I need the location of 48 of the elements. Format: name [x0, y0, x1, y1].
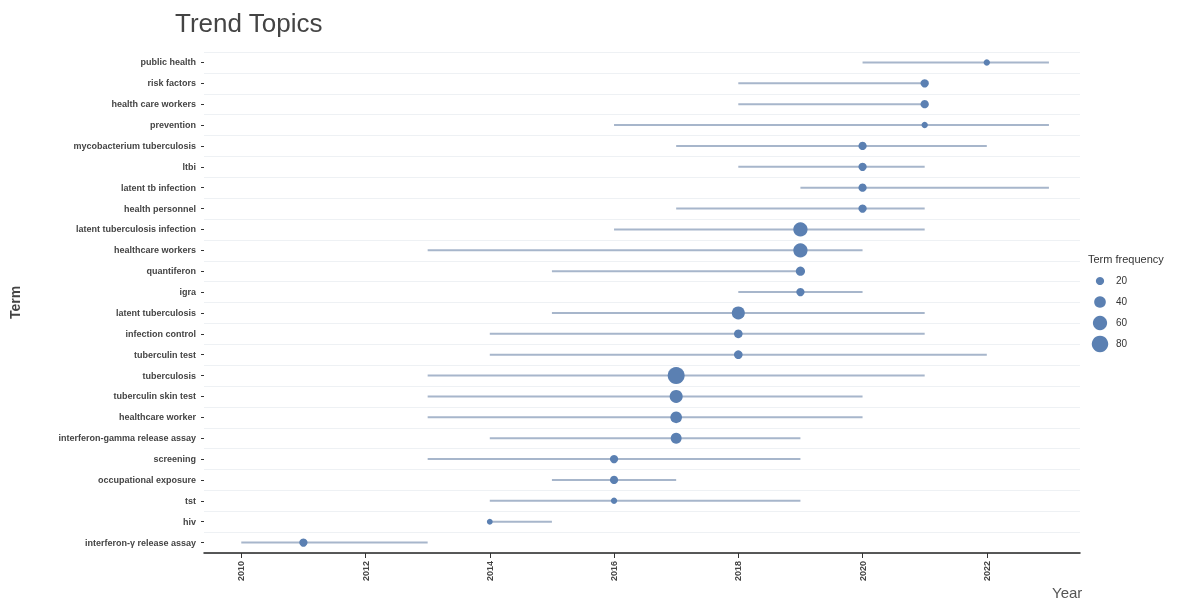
y-tick-label: healthcare worker [118, 412, 197, 423]
y-tick-label: latent tb infection [121, 182, 196, 193]
x-axis-title: Year [1052, 584, 1083, 601]
bar [427, 374, 925, 377]
bar [427, 395, 863, 398]
y-tick-label: occupational exposure [97, 474, 196, 485]
bar [427, 416, 863, 419]
x-tick-label: 2016 [609, 561, 620, 582]
y-tick-label: mycobacterium tuberculosis [73, 140, 196, 151]
bar [551, 311, 925, 314]
x-tick-label: 2012 [360, 561, 371, 582]
bar [489, 499, 801, 502]
y-tick-label: hiv [182, 516, 196, 527]
y-tick-label: latent tuberculosis [115, 307, 196, 318]
y-tick-label: health personnel [123, 203, 196, 214]
bar [427, 249, 863, 252]
bar [862, 61, 1049, 64]
y-tick-label: tst [185, 495, 196, 506]
y-tick-label: latent tuberculosis infection [75, 224, 196, 235]
legend-label: 40 [1116, 295, 1128, 307]
y-tick-label: risk factors [147, 78, 196, 89]
y-tick-label: interferon-γ release assay [84, 537, 196, 548]
y-tick-label: ltbi [182, 161, 196, 172]
chart-title: Trend Topics [175, 8, 323, 38]
x-tick-label: 2018 [733, 561, 744, 582]
y-tick-label: infection control [125, 328, 196, 339]
legend-label: 80 [1116, 337, 1128, 349]
y-tick-label: igra [179, 287, 197, 298]
legend-title: Term frequency [1088, 252, 1165, 265]
bar [489, 437, 801, 440]
y-axis-title: Term [7, 285, 23, 320]
y-tick-label: healthcare workers [113, 245, 196, 256]
y-tick-label: tuberculosis [142, 370, 196, 381]
legend-label: 20 [1116, 274, 1128, 286]
y-tick-label: tuberculin skin test [113, 391, 196, 402]
legend-label: 60 [1116, 316, 1128, 328]
y-tick-label: tuberculin test [133, 349, 196, 360]
y-tick-label: prevention [149, 120, 196, 131]
bar [614, 228, 925, 231]
y-tick-label: health care workers [111, 99, 196, 110]
y-tick-label: interferon-gamma release assay [58, 433, 196, 444]
y-tick-label: public health [140, 57, 196, 68]
x-tick-label: 2014 [484, 561, 495, 582]
x-tick-label: 2022 [981, 561, 992, 582]
x-tick-label: 2010 [236, 561, 247, 582]
y-tick-label: quantiferon [146, 266, 196, 277]
x-tick-label: 2020 [857, 561, 868, 582]
y-tick-label: screening [153, 454, 196, 465]
